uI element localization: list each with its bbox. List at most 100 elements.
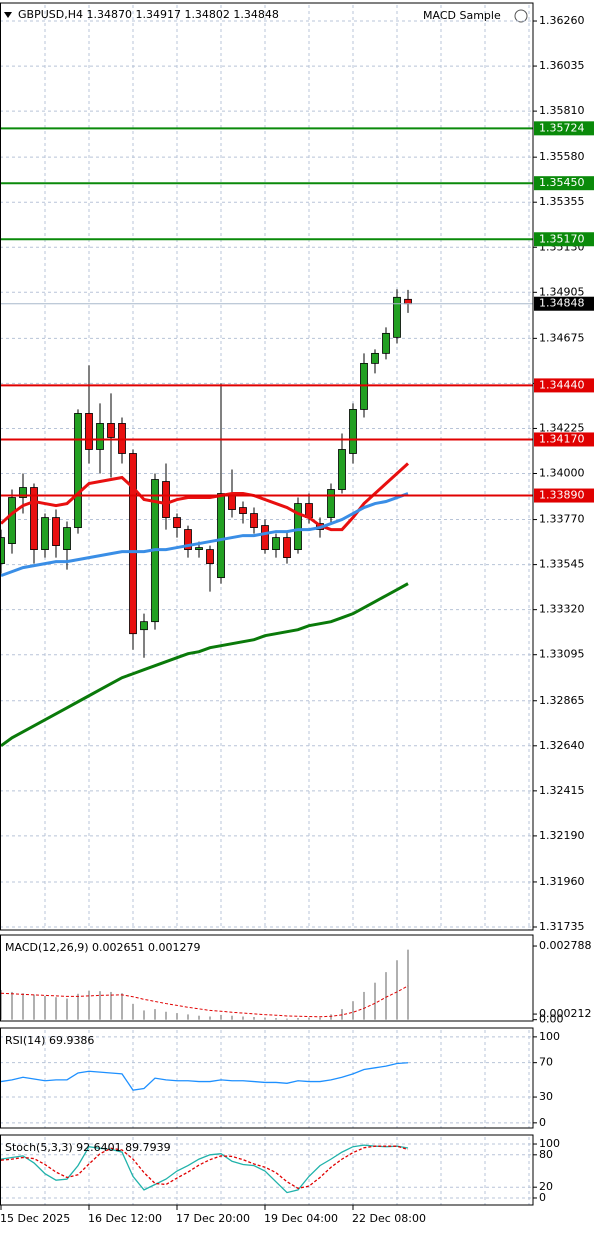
histogram-bar bbox=[374, 982, 376, 1020]
y-tick-label: 1.33545 bbox=[539, 558, 585, 571]
price-level-box bbox=[534, 378, 594, 393]
y-tick-label: 100 bbox=[539, 1137, 560, 1150]
y-tick-label: 100 bbox=[539, 1030, 560, 1043]
x-tick-label: 15 Dec 2025 bbox=[0, 1212, 70, 1225]
chart-title: GBPUSD,H4 1.34870 1.34917 1.34802 1.3484… bbox=[18, 8, 279, 21]
price-level-label: 1.34170 bbox=[539, 432, 585, 445]
y-tick-label: 1.34905 bbox=[539, 285, 585, 298]
histogram-bar bbox=[308, 1017, 310, 1020]
histogram-bar bbox=[11, 991, 13, 1020]
candle-body bbox=[85, 413, 93, 450]
histogram-bar bbox=[385, 972, 387, 1020]
price-level-label: 1.35450 bbox=[539, 176, 585, 189]
y-tick-label: 1.36260 bbox=[539, 14, 585, 27]
y-tick-label: 1.32190 bbox=[539, 829, 585, 842]
price-level-box bbox=[534, 432, 594, 447]
x-tick-label: 22 Dec 08:00 bbox=[352, 1212, 426, 1225]
candle-body bbox=[52, 517, 60, 546]
candle-body bbox=[184, 529, 192, 550]
histogram-bar bbox=[198, 1015, 200, 1020]
expert-icon bbox=[514, 9, 528, 23]
y-tick-label: 1.31735 bbox=[539, 920, 585, 933]
histogram-bar bbox=[297, 1018, 299, 1020]
y-tick-label: 1.32865 bbox=[539, 694, 585, 707]
histogram-bar bbox=[110, 991, 112, 1020]
histogram-bar bbox=[319, 1017, 321, 1020]
histogram-bar bbox=[407, 949, 409, 1020]
price-level-label: 1.35170 bbox=[539, 232, 585, 245]
candle-body bbox=[173, 517, 181, 528]
candle-body bbox=[129, 453, 137, 635]
histogram-bar bbox=[77, 993, 79, 1020]
candle-body bbox=[140, 621, 148, 631]
histogram-bar bbox=[363, 991, 365, 1020]
price-level-box bbox=[534, 232, 594, 247]
candle-body bbox=[272, 537, 280, 550]
y-tick-label: 1.33770 bbox=[539, 513, 585, 526]
candle-body bbox=[107, 423, 115, 438]
moving-average bbox=[0, 462, 410, 532]
y-tick-label: 0.000212 bbox=[539, 1007, 592, 1020]
histogram-bar bbox=[44, 995, 46, 1020]
histogram-bar bbox=[264, 1017, 266, 1020]
moving-average bbox=[0, 492, 409, 578]
y-tick-label: 30 bbox=[539, 1090, 553, 1103]
y-tick-label: 1.32415 bbox=[539, 784, 585, 797]
candle-body bbox=[294, 503, 302, 550]
histogram-bar bbox=[154, 1009, 156, 1020]
histogram-bar bbox=[286, 1018, 288, 1020]
candle-body bbox=[63, 527, 71, 550]
histogram-bar bbox=[143, 1010, 145, 1020]
candle-body bbox=[19, 487, 27, 498]
y-tick-label: 70 bbox=[539, 1056, 553, 1069]
y-tick-label: 0 bbox=[539, 1191, 546, 1204]
x-tick-label: 16 Dec 12:00 bbox=[88, 1212, 162, 1225]
histogram-bar bbox=[176, 1013, 178, 1020]
candle-body bbox=[283, 537, 291, 558]
y-tick-label: 80 bbox=[539, 1148, 553, 1161]
histogram-bar bbox=[396, 960, 398, 1020]
x-tick-label: 17 Dec 20:00 bbox=[176, 1212, 250, 1225]
candle-body bbox=[404, 298, 412, 305]
histogram-bar bbox=[330, 1014, 332, 1020]
y-tick-label: 1.32640 bbox=[539, 739, 585, 752]
pane-border bbox=[0, 2, 534, 931]
candle-body bbox=[217, 493, 225, 579]
candle-body bbox=[349, 409, 357, 454]
histogram-bar bbox=[242, 1016, 244, 1020]
candle-body bbox=[74, 413, 82, 528]
candle-body bbox=[261, 525, 269, 550]
candle-body bbox=[195, 547, 203, 550]
histogram-bar bbox=[121, 993, 123, 1020]
candle-body bbox=[250, 513, 258, 528]
candle-body bbox=[206, 549, 214, 565]
histogram-bar bbox=[132, 1003, 134, 1020]
y-tick-label: 1.35580 bbox=[539, 150, 585, 163]
y-tick-label: 1.33095 bbox=[539, 648, 585, 661]
y-tick-label: 1.35810 bbox=[539, 104, 585, 117]
histogram-bar bbox=[66, 998, 68, 1020]
price-level-label: 1.35724 bbox=[539, 121, 585, 134]
histogram-bar bbox=[22, 993, 24, 1020]
histogram-bar bbox=[275, 1018, 277, 1020]
y-tick-label: 0 bbox=[539, 1116, 546, 1129]
candle-body bbox=[30, 487, 38, 550]
pane-border bbox=[0, 1134, 534, 1206]
price-level-label: 1.33890 bbox=[539, 489, 585, 502]
pane-title: MACD(12,26,9) 0.002651 0.001279 bbox=[5, 941, 201, 954]
price-level-box bbox=[534, 121, 594, 136]
y-tick-label: 1.31960 bbox=[539, 875, 585, 888]
candle-body bbox=[382, 332, 390, 354]
histogram-bar bbox=[99, 991, 101, 1020]
indicator-line bbox=[0, 1144, 409, 1194]
pane-border bbox=[0, 934, 534, 1022]
price-level-box bbox=[534, 488, 594, 503]
candle-body bbox=[162, 481, 170, 518]
menu-arrow bbox=[4, 12, 12, 18]
x-tick-label: 19 Dec 04:00 bbox=[264, 1212, 338, 1225]
histogram-bar bbox=[88, 990, 90, 1020]
y-tick-label: 20 bbox=[539, 1180, 553, 1193]
candle-body bbox=[118, 423, 126, 454]
candle-body bbox=[41, 517, 49, 550]
